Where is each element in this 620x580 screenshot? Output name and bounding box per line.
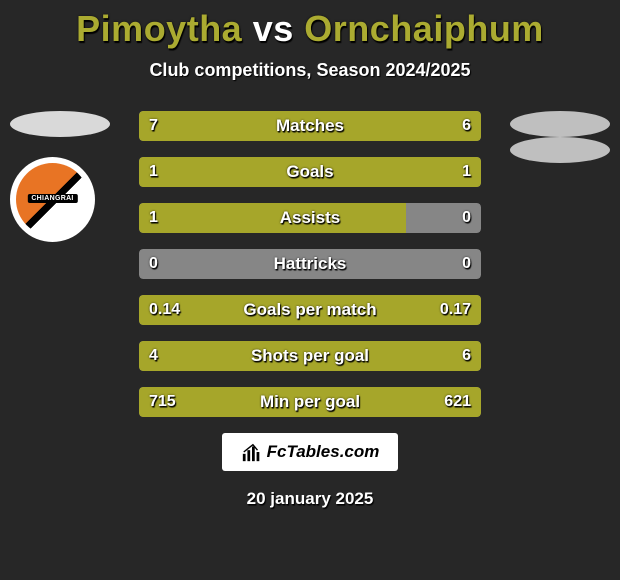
vs-text: vs	[253, 8, 294, 49]
stat-row: 00Hattricks	[139, 249, 481, 279]
player1-club-badge: CHIANGRAI	[10, 157, 95, 242]
comparison-title: Pimoytha vs Ornchaiphum	[0, 0, 620, 50]
right-side-icons	[510, 111, 610, 211]
player1-name: Pimoytha	[76, 8, 242, 49]
bar-left-fill	[139, 387, 322, 417]
player1-blob-icon	[10, 111, 110, 137]
bar-right-fill	[310, 157, 481, 187]
brand-badge: FcTables.com	[222, 433, 398, 471]
bar-left-fill	[139, 203, 406, 233]
subtitle: Club competitions, Season 2024/2025	[0, 60, 620, 81]
club-badge-text: CHIANGRAI	[27, 194, 77, 203]
bar-background	[139, 249, 481, 279]
stat-row: 46Shots per goal	[139, 341, 481, 371]
bar-right-fill	[323, 111, 481, 141]
content-area: CHIANGRAI 76Matches 11Goals 10Assists 00Hat…	[0, 111, 620, 417]
stats-bars: 76Matches 11Goals 10Assists 00Hattricks 0.14…	[139, 111, 481, 417]
bar-left-fill	[139, 111, 323, 141]
stat-row: 76Matches	[139, 111, 481, 141]
bar-right-fill	[294, 295, 481, 325]
bar-left-fill	[139, 341, 276, 371]
left-side-icons: CHIANGRAI	[10, 111, 110, 211]
stat-row: 715621Min per goal	[139, 387, 481, 417]
player2-name: Ornchaiphum	[304, 8, 544, 49]
bar-right-fill	[276, 341, 481, 371]
bar-left-fill	[139, 295, 294, 325]
bar-left-fill	[139, 157, 310, 187]
player2-blob-top-icon	[510, 111, 610, 137]
stat-row: 0.140.17Goals per match	[139, 295, 481, 325]
stat-row: 10Assists	[139, 203, 481, 233]
footer-date: 20 january 2025	[0, 489, 620, 509]
brand-text: FcTables.com	[267, 442, 380, 462]
chart-icon	[241, 441, 263, 463]
stat-row: 11Goals	[139, 157, 481, 187]
player2-blob-bottom-icon	[510, 137, 610, 163]
bar-right-fill	[322, 387, 481, 417]
